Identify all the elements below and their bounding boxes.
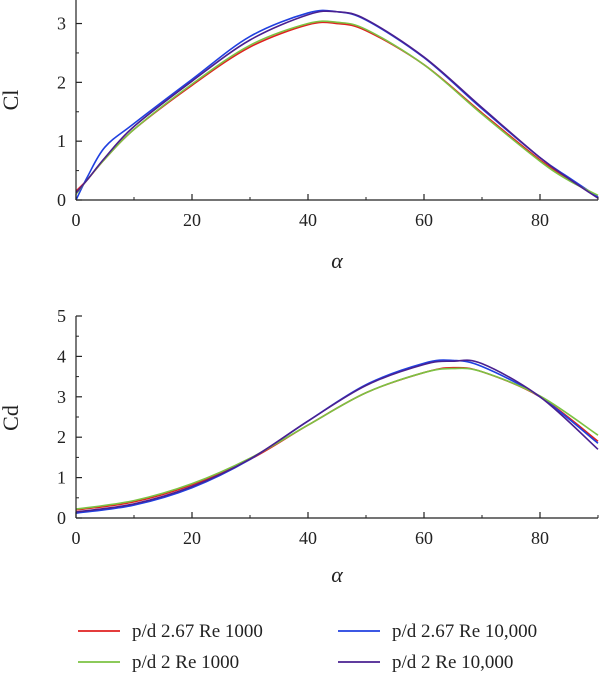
y-tick-label: 0 [57, 190, 66, 210]
y-tick-label: 3 [57, 387, 66, 407]
legend-label: p/d 2.67 Re 10,000 [392, 621, 537, 642]
y-axis-title: Cd [0, 405, 23, 431]
y-tick-label: 5 [57, 306, 66, 326]
x-tick-label: 60 [415, 528, 433, 548]
series-line-3 [76, 367, 599, 510]
legend: p/d 2.67 Re 1000 p/d 2.67 Re 10,000 p/d 2 … [78, 621, 537, 673]
x-axis-title: α [331, 248, 343, 273]
x-axis-title: α [331, 562, 343, 587]
y-tick-label: 0 [57, 508, 66, 528]
series-line-3 [76, 20, 599, 197]
x-tick-label: 20 [183, 210, 201, 230]
x-tick-label: 0 [72, 528, 81, 548]
x-tick-label: 60 [415, 210, 433, 230]
cl-chart: 0 1 2 3 0 20 40 60 80 Cl α [0, 0, 599, 273]
x-tick-label: 20 [183, 528, 201, 548]
x-tick-label: 80 [531, 210, 549, 230]
series-line-4 [76, 359, 599, 513]
series-line-2 [76, 9, 599, 200]
y-tick-label: 2 [57, 427, 66, 447]
legend-label: p/d 2.67 Re 1000 [132, 621, 263, 642]
x-tick-label: 0 [72, 210, 81, 230]
legend-label: p/d 2 Re 1000 [132, 652, 239, 673]
cd-chart: 0 1 2 3 4 5 0 20 40 60 80 Cd α [0, 306, 599, 587]
y-tick-label: 2 [57, 72, 66, 92]
legend-label: p/d 2 Re 10,000 [392, 652, 513, 673]
series-group [76, 359, 599, 514]
y-tick-label: 4 [57, 346, 66, 366]
x-tick-label: 80 [531, 528, 549, 548]
x-tick-label: 40 [299, 210, 317, 230]
series-group [76, 9, 599, 200]
series-line-1 [76, 366, 599, 511]
series-line-4 [76, 10, 599, 199]
y-tick-label: 1 [57, 468, 66, 488]
x-tick-label: 40 [299, 528, 317, 548]
y-axis-title: Cl [0, 90, 23, 111]
y-tick-label: 3 [57, 14, 66, 34]
y-tick-label: 1 [57, 131, 66, 151]
